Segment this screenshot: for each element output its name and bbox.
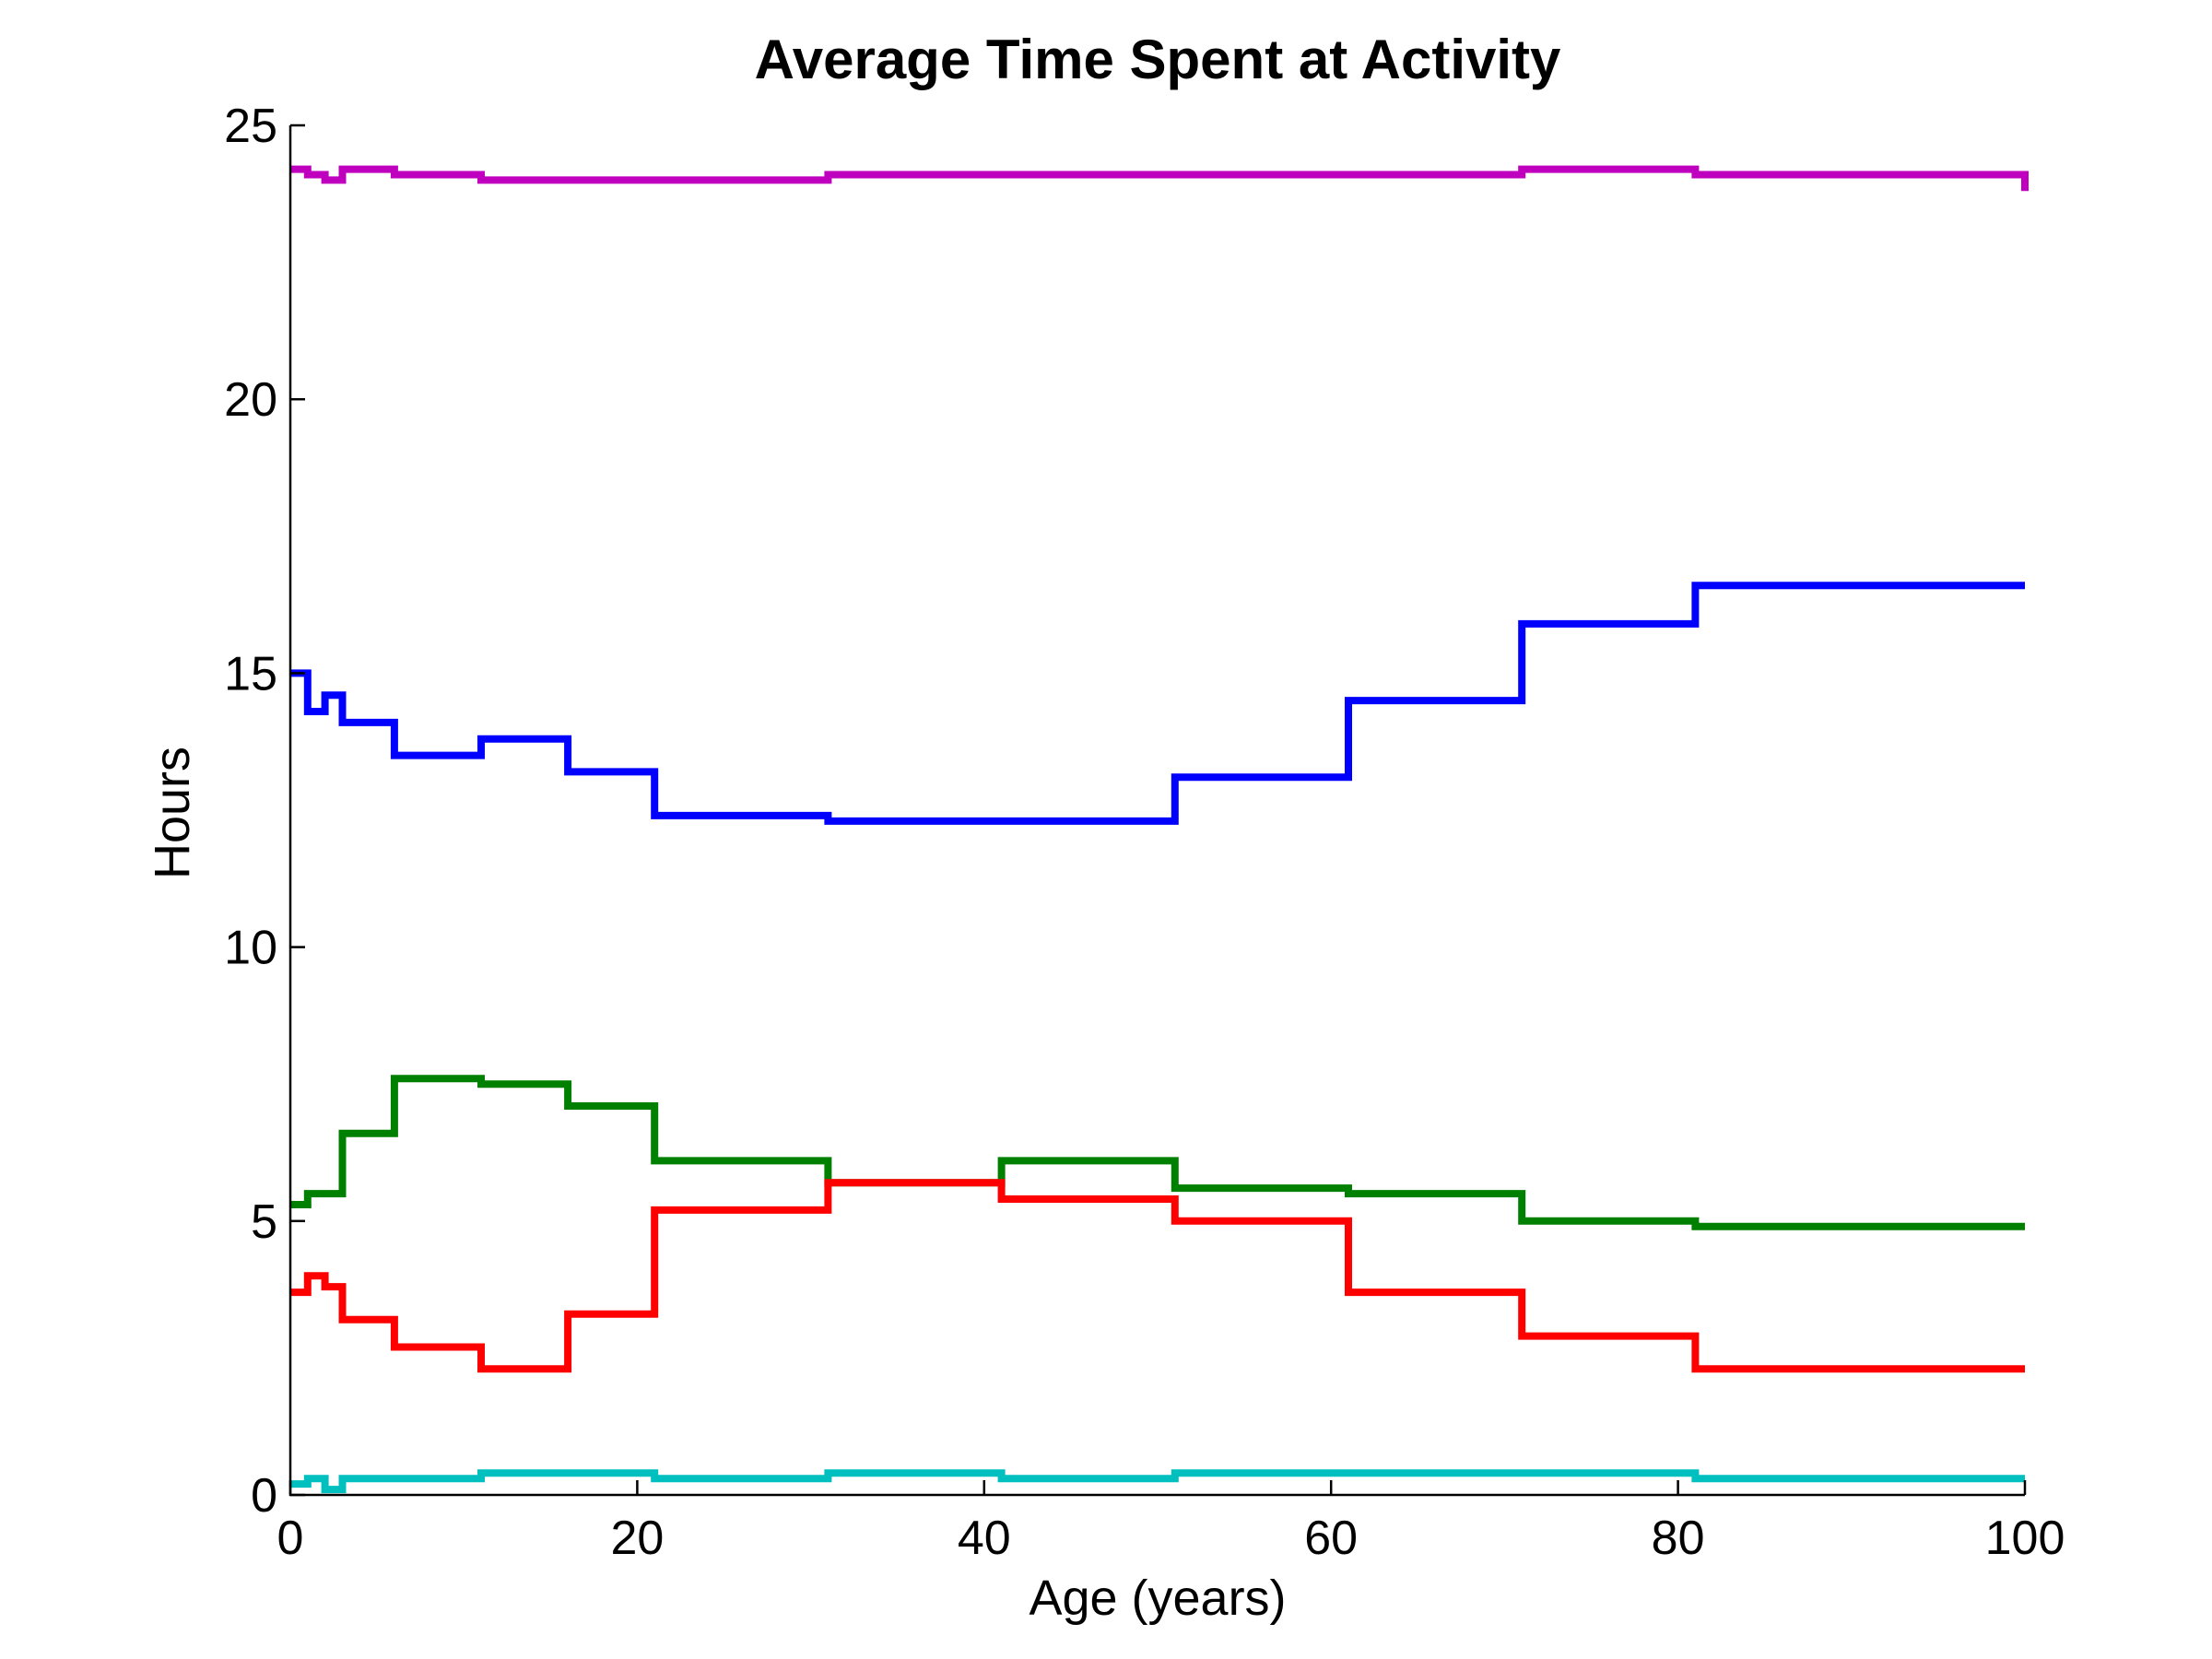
x-tick-label: 40 [958, 1512, 1011, 1565]
series-line-3 [290, 1075, 2025, 1230]
y-tick-label: 5 [251, 1195, 277, 1249]
series-line-4 [290, 1179, 2025, 1373]
x-axis-label: Age (years) [1029, 1571, 1286, 1626]
series-layer [290, 165, 2029, 1494]
series-line-1 [290, 165, 2029, 192]
x-tick-label: 100 [1985, 1512, 2065, 1565]
x-tick-label: 20 [610, 1512, 664, 1565]
y-tick-label: 0 [251, 1469, 277, 1523]
x-tick-label: 60 [1304, 1512, 1358, 1565]
y-tick-label: 10 [224, 922, 277, 975]
series-line-5 [290, 1469, 2025, 1494]
series-line-2 [290, 582, 2025, 825]
axis-frame [288, 125, 2025, 1497]
y-axis-label: Hours [145, 747, 200, 879]
y-tick-label: 25 [224, 100, 277, 153]
y-tick-label: 15 [224, 647, 277, 700]
axes-layer: 0 20 40 60 80 100 0 5 10 15 20 25 [224, 100, 2065, 1565]
x-tick-label: 80 [1652, 1512, 1705, 1565]
x-tick-label: 0 [277, 1512, 304, 1565]
chart-title: Average Time Spent at Activity [755, 29, 1561, 90]
y-tick-label: 20 [224, 373, 277, 427]
